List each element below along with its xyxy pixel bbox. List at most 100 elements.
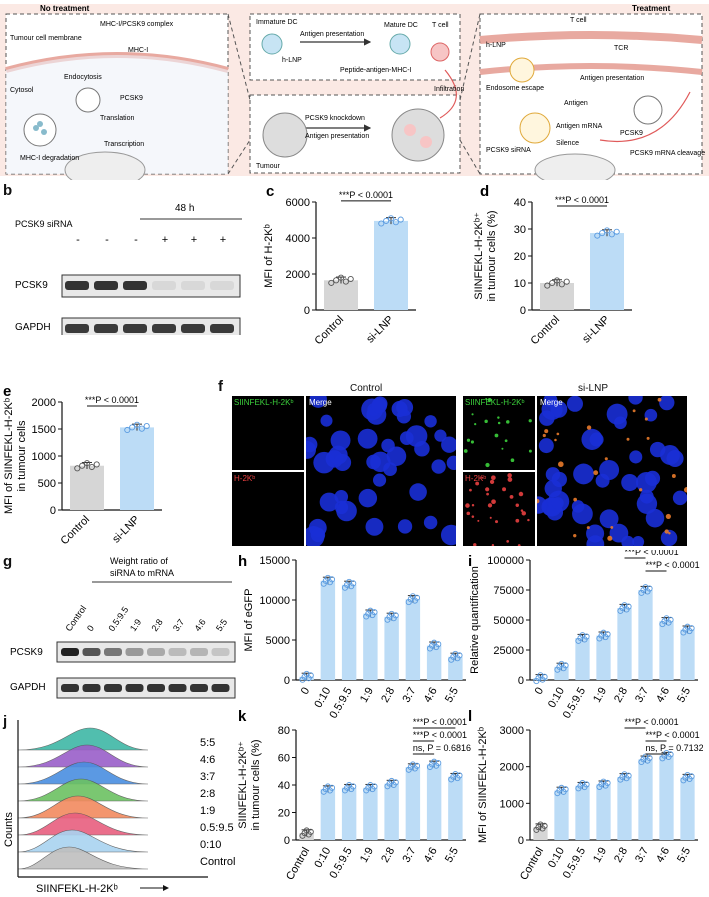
significance-label: ***P < 0.0001 (646, 560, 700, 570)
cell (489, 516, 492, 519)
data-point (625, 772, 632, 779)
significance-label: ***P < 0.0001 (85, 395, 139, 405)
cell (441, 436, 456, 453)
chart-d: d 0 10 20 30 40 SIINFEKL-H-2Kᵇ⁺in tumour cells… (473, 183, 632, 347)
bar (320, 580, 336, 680)
cell (518, 491, 524, 497)
histogram-label: 2:8 (200, 788, 215, 800)
g-band-pcsk9 (190, 648, 208, 656)
data-point (387, 215, 395, 222)
cell (484, 419, 488, 424)
bar (680, 777, 695, 840)
g-lane-label: 1:9 (128, 617, 143, 633)
y-tick-label: 500 (38, 478, 56, 490)
data-point (307, 672, 314, 679)
cell (528, 419, 532, 423)
svg-text:Endosome escape: Endosome escape (486, 85, 544, 92)
svg-text:T cell: T cell (570, 17, 587, 24)
chart-e: e 0 500 1000 1500 2000 MFI of SIINFEKL-H-2Kᵇin… (3, 383, 162, 547)
g-band-pcsk9 (61, 648, 79, 656)
cell (328, 445, 348, 465)
svg-text:T cell: T cell (432, 22, 449, 29)
histogram-curve (17, 812, 149, 836)
y-tick-label: 80 (278, 725, 290, 737)
cell (485, 487, 490, 492)
chart-i: i 0 25000 50000 75000 100000 Relative quantifi… (468, 550, 700, 721)
histogram-label: 4:6 (200, 754, 215, 766)
g-lane-label: Control (63, 604, 88, 634)
cell (491, 475, 496, 481)
y-tick-label: 30 (514, 224, 526, 236)
y-tick-label: 15000 (259, 555, 290, 567)
y-tick-label: 0 (518, 675, 524, 687)
data-point (371, 609, 378, 616)
cell (554, 438, 557, 442)
cell (509, 494, 514, 499)
bar (320, 789, 336, 840)
panel-letter: c (266, 183, 274, 200)
panel-a-schematic: No treatment Treatment Tumour cell membr… (0, 4, 709, 180)
svg-text:h-LNP: h-LNP (486, 42, 506, 49)
cell (386, 446, 407, 467)
data-point (83, 460, 91, 467)
y-tick-label: 0 (50, 505, 56, 517)
cell (489, 479, 495, 484)
data-point (562, 662, 569, 669)
y-tick-label: 20 (278, 808, 290, 820)
data-point (79, 462, 86, 469)
x-tick-label: 4:6 (654, 686, 672, 705)
g-lane-label: 0.5:9.5 (106, 605, 130, 633)
svg-text:PCSK9 knockdown: PCSK9 knockdown (305, 115, 365, 122)
chart-k: k 0 20 40 60 80 SIINFEKL-H-2Kᵇ⁺in tumour cells… (238, 708, 471, 882)
cell (507, 477, 513, 482)
data-point (541, 673, 548, 680)
panel-letter: l (468, 708, 472, 725)
cell (336, 500, 357, 522)
data-point (413, 762, 421, 769)
cell (365, 517, 384, 536)
cell (423, 515, 438, 530)
cell (309, 396, 327, 408)
b-sign: - (134, 234, 138, 246)
y-axis-label: MFI of H-2Kᵇ (263, 224, 275, 287)
cell (537, 496, 548, 514)
data-point (603, 227, 611, 234)
cell (501, 447, 504, 450)
histogram-label: 0:10 (200, 839, 221, 851)
y-tick-label: 60 (278, 753, 290, 765)
data-point (143, 423, 150, 430)
g-band-gapdh (147, 684, 165, 692)
histogram-curve (17, 744, 149, 768)
cell (621, 473, 639, 492)
bar (638, 590, 653, 680)
chart-l: l 0 1000 2000 3000 MFI of SIINFEKL-H-2Kᵇ Contr… (468, 708, 703, 882)
svg-text:Cytosol: Cytosol (10, 87, 34, 94)
g-band-gapdh (82, 684, 101, 692)
g-band-pcsk9 (82, 648, 101, 656)
cell (431, 459, 446, 474)
data-point (328, 279, 335, 286)
cell (466, 438, 471, 442)
bar (659, 621, 674, 680)
cell (405, 425, 428, 447)
cell (586, 526, 590, 530)
svg-text:Tumour: Tumour (256, 163, 281, 170)
cell (515, 503, 519, 507)
cell (320, 414, 333, 427)
bar (341, 787, 357, 840)
cell (614, 416, 627, 430)
data-point (337, 274, 345, 281)
cell (487, 503, 493, 508)
cell (463, 449, 468, 453)
cell (644, 470, 661, 486)
panel-letter: k (238, 708, 247, 725)
bar (617, 608, 632, 680)
bar (680, 629, 695, 680)
bar (638, 759, 653, 840)
cell (372, 473, 387, 487)
b-band-pcsk9 (123, 281, 147, 290)
svg-text:Endocytosis: Endocytosis (64, 74, 102, 81)
cell (668, 531, 671, 535)
cell (357, 428, 378, 449)
bar (596, 635, 611, 680)
